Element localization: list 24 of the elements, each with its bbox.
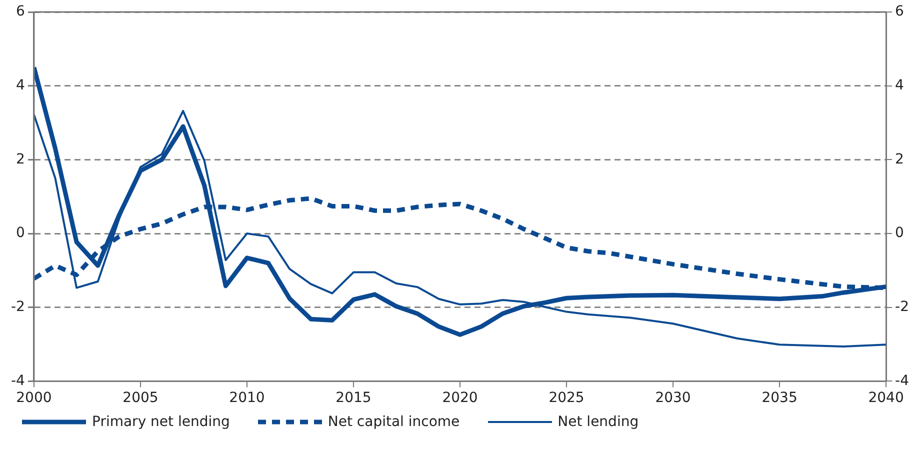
x-tick-label: 2040 [868, 390, 904, 406]
y-tick-label: -4 [895, 372, 910, 389]
legend-label: Net lending [558, 414, 639, 430]
y-tick-label: 0 [895, 225, 904, 242]
y-tick-label: -2 [895, 299, 910, 315]
y2-tick-label: -2 [10, 299, 25, 315]
y-tick-label: 2 [895, 151, 904, 168]
y-tick-label: 6 [895, 4, 904, 20]
x-tick-label: 2030 [655, 390, 691, 406]
y2-tick-label: 0 [16, 225, 25, 242]
x-tick-label: 2010 [229, 390, 265, 406]
y2-tick-label: 6 [16, 4, 26, 20]
legend-label: Net capital income [328, 414, 460, 430]
x-tick-label: 2020 [442, 390, 478, 406]
y-tick-label: 4 [895, 77, 904, 94]
y2-tick-label: 2 [16, 151, 25, 168]
y2-tick-label: 4 [16, 77, 26, 94]
x-tick-label: 2025 [548, 390, 584, 406]
x-tick-label: 2015 [336, 390, 372, 406]
x-tick-label: 2005 [122, 390, 158, 406]
legend-label: Primary net lending [92, 414, 230, 430]
x-tick-label: 2035 [762, 390, 798, 406]
y2-tick-label: -4 [10, 372, 26, 389]
x-tick-label: 2000 [16, 390, 52, 406]
